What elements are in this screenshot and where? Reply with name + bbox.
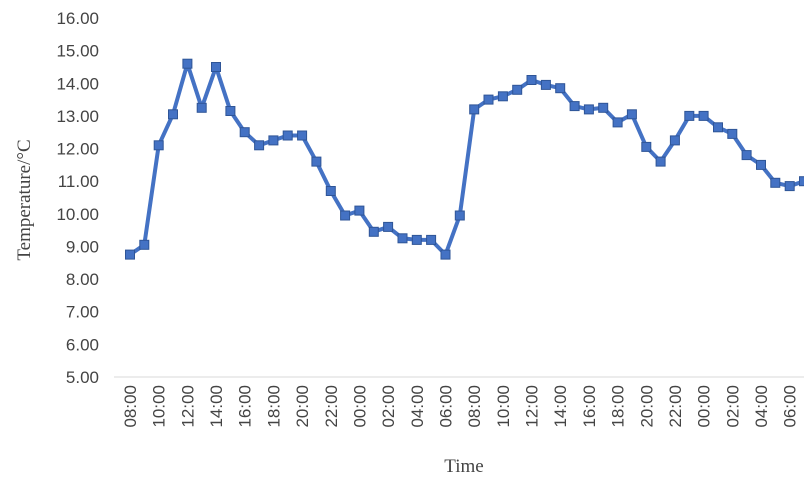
y-axis-ticks: 5.00 6.00 7.00 8.00 9.00 10.00 11.00 12.00 13.00… [56,9,99,387]
data-point-marker [713,122,723,133]
data-point-marker [411,234,422,245]
y-tick-label: 5.00 [66,368,99,387]
data-point-marker [168,109,178,120]
data-point-marker [254,140,265,151]
data-point-marker [440,249,451,260]
x-tick-label: 02:00 [379,385,398,428]
y-tick-label: 10.00 [56,205,99,224]
data-point-marker [626,109,637,120]
y-axis-title: Temperature/°C [14,139,35,260]
data-point-marker [397,233,408,244]
data-point-marker [297,130,308,141]
data-point-marker [727,128,738,139]
x-tick-label: 12:00 [178,385,197,428]
data-point-marker [383,221,394,232]
x-tick-label: 06:00 [436,385,455,428]
data-point-marker [756,159,766,170]
data-point-marker [182,58,193,69]
x-tick-label: 18:00 [264,385,283,428]
y-tick-label: 7.00 [66,303,99,322]
x-tick-label: 08:00 [465,385,484,428]
x-tick-label: 10:00 [150,385,169,428]
data-point-marker [784,181,795,192]
data-point-marker [196,102,207,113]
data-point-marker [540,79,551,90]
data-point-marker [569,101,580,112]
x-tick-label: 18:00 [609,385,628,428]
data-point-marker [325,186,336,196]
y-tick-label: 9.00 [66,237,99,256]
x-tick-label: 06:00 [781,385,800,428]
data-point-marker [512,84,523,95]
data-point-marker [612,117,623,128]
x-tick-label: 20:00 [637,385,656,428]
data-point-marker [469,104,480,115]
data-point-marker [799,176,804,187]
x-tick-label: 14:00 [551,385,570,428]
data-point-marker [268,135,279,146]
data-point-marker [125,249,135,260]
x-tick-label: 00:00 [695,385,714,428]
y-tick-label: 6.00 [66,335,99,354]
data-point-marker [282,130,293,141]
data-point-marker [497,91,508,102]
data-point-marker [641,141,652,152]
x-tick-label: 00:00 [350,385,369,428]
x-tick-label: 20:00 [293,385,312,428]
data-point-marker [368,226,379,237]
data-point-marker [598,102,609,113]
x-tick-label: 02:00 [723,385,742,428]
data-point-marker [583,104,594,115]
data-point-marker [311,156,322,167]
data-point-marker [684,110,695,121]
data-point-marker [454,210,465,221]
temperature-series-line [128,61,804,257]
y-tick-label: 11.00 [58,172,99,191]
y-tick-label: 14.00 [56,74,99,93]
y-tick-label: 8.00 [66,270,99,289]
y-tick-label: 16.00 [56,9,99,28]
data-point-marker [669,135,680,146]
data-point-marker [139,239,150,250]
x-tick-label: 22:00 [322,385,341,428]
data-point-marker [526,75,537,85]
data-point-marker [239,127,250,138]
x-axis-ticks: 08:00 10:00 12:00 14:00 16:00 18:00 20:00 22:00… [121,385,800,428]
x-tick-label: 10:00 [494,385,513,428]
x-tick-label: 14:00 [207,385,226,428]
data-point-marker [340,210,351,221]
y-tick-label: 13.00 [56,107,99,126]
series-layer [125,58,804,260]
data-point-marker [354,205,365,216]
data-point-marker [741,150,752,161]
x-tick-label: 04:00 [752,385,771,428]
x-axis-title: Time [444,456,483,477]
x-tick-label: 22:00 [666,385,685,428]
data-point-marker [153,140,164,151]
data-point-marker [555,83,566,94]
x-tick-label: 04:00 [408,385,427,428]
y-tick-label: 15.00 [56,42,99,61]
data-point-marker [225,106,236,116]
x-tick-label: 08:00 [121,385,140,428]
x-tick-label: 16:00 [580,385,599,428]
y-tick-label: 12.00 [56,140,99,159]
data-point-marker [426,234,437,245]
data-point-marker [655,156,666,167]
data-point-marker [698,110,709,121]
x-tick-label: 16:00 [236,385,255,428]
data-point-marker [483,94,494,105]
data-point-marker [211,62,221,72]
data-point-marker [770,177,781,188]
x-tick-label: 12:00 [523,385,542,428]
